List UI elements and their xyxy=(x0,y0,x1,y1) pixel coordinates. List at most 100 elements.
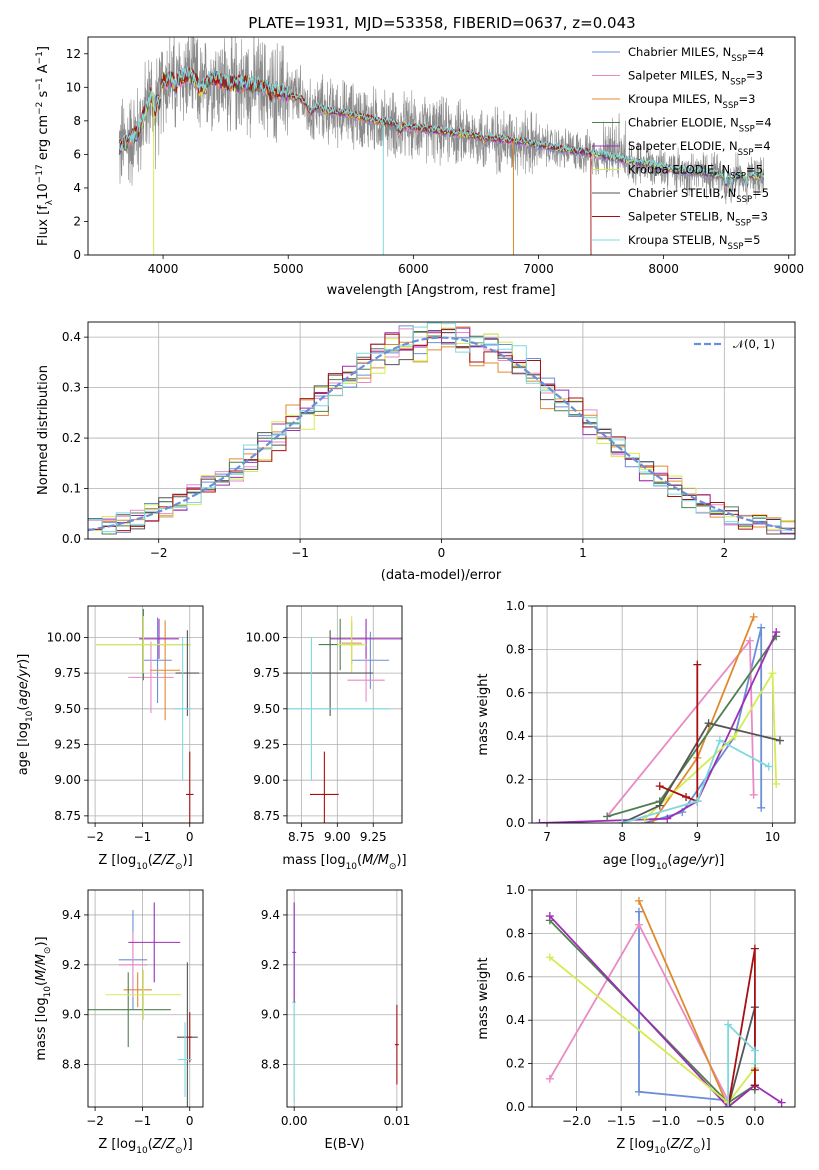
y-tick-label: 9.0 xyxy=(62,1008,81,1022)
axes-mass-vs-EBV: 0.00 0.01 8.8 9.0 9.2 9.4 E(B-V) xyxy=(261,889,411,1152)
x-axis-label: E(B-V) xyxy=(324,1137,364,1152)
series-marker xyxy=(750,944,759,953)
x-tick-label: 9000 xyxy=(773,262,804,276)
x-tick-label: 5000 xyxy=(273,262,304,276)
x-tick-label: −1 xyxy=(134,1114,152,1128)
y-tick-label: 9.25 xyxy=(54,737,81,751)
plot-area xyxy=(96,608,200,823)
plot-area xyxy=(292,902,399,1103)
point-salpeter-stelib xyxy=(310,751,339,823)
label-part: )] xyxy=(183,1137,193,1152)
series-marker xyxy=(757,803,766,812)
label-part: 10 xyxy=(25,710,35,722)
axes-frame xyxy=(87,889,204,1108)
x-tick-label: 0 xyxy=(186,1114,194,1128)
label-part: erg cm xyxy=(36,115,51,164)
series-marker xyxy=(535,819,544,823)
label-part: ( xyxy=(357,853,362,868)
series-marker xyxy=(618,819,627,823)
x-tick-label: 0.00 xyxy=(281,1114,308,1128)
plot-area xyxy=(88,322,795,535)
label-part: )] xyxy=(34,936,49,946)
label-part: )] xyxy=(714,853,724,868)
legend-label: Chabrier STELIB, NSSP=5 xyxy=(628,186,769,205)
y-tick-label: 9.00 xyxy=(253,773,280,787)
x-tick-label: −1.5 xyxy=(607,1114,636,1128)
x-tick-label: 10 xyxy=(765,830,780,844)
series-marker xyxy=(655,801,664,810)
series-kroupa-stelib xyxy=(618,736,773,823)
y-tick-label: 0.0 xyxy=(506,816,525,830)
point-chabrier-miles xyxy=(143,617,172,704)
series-marker xyxy=(634,896,643,905)
x-tick-label: 9.00 xyxy=(324,830,351,844)
x-tick-label: 0.01 xyxy=(384,1114,411,1128)
x-tick-label: 9.25 xyxy=(360,830,387,844)
y-tick-label: 0.2 xyxy=(506,1057,525,1071)
y-tick-label: 2 xyxy=(73,214,81,228)
series-marker xyxy=(682,792,691,801)
label-part: age [log xyxy=(603,853,656,868)
x-tick-label: 9 xyxy=(693,830,701,844)
plot-area xyxy=(287,615,402,823)
y-tick-label: 0.0 xyxy=(62,532,81,546)
x-tick-label: −2 xyxy=(86,830,104,844)
label-part: age/yr xyxy=(16,662,31,705)
point-salpeter-elodie xyxy=(139,618,179,659)
label-part: −1 xyxy=(35,51,45,64)
x-tick-label: 6000 xyxy=(398,262,429,276)
series-marker xyxy=(655,782,664,791)
x-axis-label: mass [log10(M/M⊙)] xyxy=(282,853,406,872)
y-tick-label: 0.4 xyxy=(506,729,525,743)
point-kroupa-elodie xyxy=(337,615,367,674)
x-tick-label: −2.0 xyxy=(562,1114,591,1128)
legend-label-sub: SSP xyxy=(723,101,739,111)
point-chabrier-elodie xyxy=(88,972,171,1048)
label-part: λ xyxy=(45,199,55,205)
y-tick-label: 0.6 xyxy=(506,970,525,984)
y-axis-label: Normed distribution xyxy=(36,365,51,495)
label-part: mass [log xyxy=(34,997,49,1060)
label-part: ( xyxy=(16,706,31,711)
x-tick-label: −1.0 xyxy=(651,1114,680,1128)
series-marker xyxy=(757,623,766,632)
axes-residuals: −2 −1 0 1 2 0.0 0.1 0.2 0.3 0.4 𝒩(0, 1) (data-model… xyxy=(36,321,796,583)
label-part: Z/Z xyxy=(152,853,176,868)
label-part: ⊙ xyxy=(43,947,53,955)
series-marker xyxy=(772,628,781,637)
point-salpeter-miles xyxy=(347,658,385,702)
label-part: Z [log xyxy=(98,1137,136,1152)
label-part: 10 xyxy=(136,1146,148,1156)
series-marker xyxy=(693,797,702,806)
series-marker xyxy=(634,920,643,929)
label-part: ( xyxy=(148,853,153,868)
axes-frame xyxy=(286,605,403,824)
legend-label-tail: =4 xyxy=(755,116,772,130)
axes-spectrum: 4000 5000 6000 7000 8000 9000 0 2 4 6 8 10 12 Chabrie… xyxy=(35,36,804,298)
series-marker xyxy=(545,912,554,921)
series-marker xyxy=(603,812,612,821)
legend-label: Kroupa ELODIE, NSSP=5 xyxy=(628,163,763,182)
label-part: )] xyxy=(701,1137,711,1152)
label-part: 10 xyxy=(43,986,53,998)
point-salpeter-elodie xyxy=(292,902,297,1003)
y-tick-label: 9.00 xyxy=(54,773,81,787)
label-part: ( xyxy=(667,853,672,868)
legend-label-sub: SSP xyxy=(739,125,755,135)
x-axis-label: Z [log10(Z/Z⊙)] xyxy=(98,1137,192,1156)
point-kroupa-stelib xyxy=(177,1022,193,1098)
axes-age-vs-mass: 8.75 9.00 9.25 8.75 9.00 9.25 9.50 9.75 10.00 mas… xyxy=(246,605,407,872)
x-tick-label: 0.0 xyxy=(745,1114,764,1128)
legend-label-sub: SSP xyxy=(735,219,751,229)
series-line xyxy=(638,900,756,1107)
legend-label-text: Chabrier MILES, N xyxy=(628,45,731,59)
legend-label-text: Chabrier ELODIE, N xyxy=(628,116,739,130)
y-tick-label: 8.75 xyxy=(253,809,280,823)
legend-label: Kroupa MILES, NSSP=3 xyxy=(628,92,755,111)
model-kroupa-stelib xyxy=(118,66,764,188)
model-kroupa-miles xyxy=(118,70,514,255)
series-marker xyxy=(724,1103,733,1107)
y-tick-label: 9.2 xyxy=(62,958,81,972)
series-marker xyxy=(634,1087,643,1096)
series-marker xyxy=(764,762,773,771)
